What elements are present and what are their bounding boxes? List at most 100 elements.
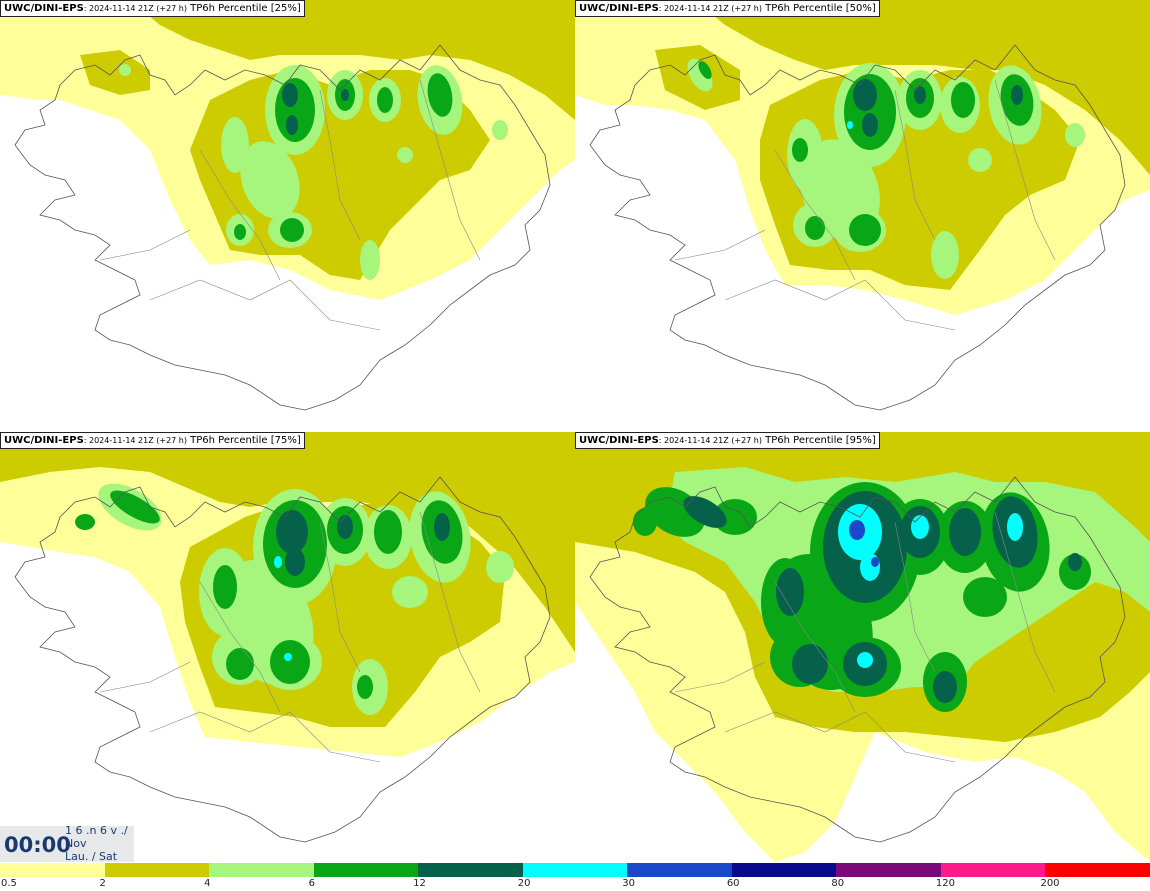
- coastline: [14, 44, 551, 411]
- legend-color-bin: [1045, 863, 1150, 877]
- precipitation-map: [575, 0, 1150, 411]
- road-line: [199, 581, 281, 713]
- precip-core: [226, 648, 254, 680]
- road-line: [319, 521, 361, 673]
- precip-core: [213, 565, 237, 609]
- model-name: UWC/DINI-EPS: [579, 435, 659, 446]
- precip-core: [240, 141, 300, 219]
- precip-core: [931, 231, 959, 279]
- map-panel-p95: UWC/DINI-EPS: 2024-11-14 21Z (+27 h) TP6…: [575, 432, 1150, 862]
- legend-tick-label: 12: [413, 878, 426, 889]
- map-panel-p25: UWC/DINI-EPS: 2024-11-14 21Z (+27 h) TP6…: [0, 0, 575, 430]
- legend-tick-label: 120: [935, 878, 955, 889]
- product-label: TP6h Percentile [25%]: [186, 3, 301, 14]
- precip-core: [392, 576, 428, 608]
- precip-core: [374, 510, 402, 554]
- run-time: : 2024-11-14 21Z (+27 h): [83, 4, 187, 13]
- precip-core: [377, 87, 393, 113]
- precip-core: [776, 568, 804, 616]
- precip-core: [1065, 123, 1085, 147]
- precip-core: [110, 490, 160, 524]
- precip-core: [698, 60, 712, 80]
- precip-core: [1059, 554, 1091, 590]
- precip-core: [276, 510, 308, 554]
- precip-contour-fill: [0, 432, 575, 652]
- precipitation-map: [0, 432, 575, 843]
- valid-date-month: Nov: [65, 837, 87, 850]
- coastline: [14, 476, 551, 843]
- legend-color-bin: [209, 863, 315, 877]
- precip-core: [1068, 553, 1082, 571]
- precip-core: [713, 499, 757, 535]
- legend-tick-label: 6: [308, 878, 315, 889]
- precip-core: [963, 577, 1007, 617]
- precip-core: [337, 515, 353, 539]
- road-line: [674, 661, 766, 693]
- precip-core: [274, 556, 282, 568]
- road-line: [724, 279, 956, 331]
- panel-header: UWC/DINI-EPS: 2024-11-14 21Z (+27 h) TP6…: [0, 432, 305, 449]
- precip-core: [857, 652, 873, 668]
- precip-core: [280, 218, 304, 242]
- precip-core: [860, 553, 880, 581]
- legend-tick-label: 30: [622, 878, 635, 889]
- precip-core: [397, 147, 413, 163]
- road-line: [724, 711, 956, 763]
- precip-contour-fill: [130, 0, 575, 120]
- model-name: UWC/DINI-EPS: [4, 3, 84, 14]
- precip-contour-fill: [190, 70, 490, 280]
- road-line: [149, 279, 381, 331]
- precip-core: [341, 89, 349, 101]
- road-line: [894, 89, 936, 241]
- precip-core: [119, 64, 131, 76]
- precip-core: [270, 640, 310, 684]
- legend-color-bin: [522, 863, 628, 877]
- valid-time-box: 00:00 1 6 .n 6 v ./ Nov Lau. / Sat: [0, 824, 134, 863]
- precip-core: [792, 138, 808, 162]
- legend-tick-label: 20: [517, 878, 531, 889]
- valid-date: 1 6 .n 6 v ./ Nov Lau. / Sat: [65, 824, 128, 863]
- road-line: [894, 521, 936, 673]
- precipitation-map: [0, 0, 575, 411]
- precip-core: [968, 148, 992, 172]
- precip-contour-fill: [695, 0, 1150, 175]
- legend-tick-label: 200: [1040, 878, 1060, 889]
- precip-core: [847, 121, 853, 129]
- road-line: [99, 661, 191, 693]
- run-time: : 2024-11-14 21Z (+27 h): [83, 436, 187, 445]
- precip-core: [683, 496, 727, 528]
- valid-date-day: 1 6 .n 6 v ./: [65, 824, 128, 837]
- precip-core: [633, 508, 657, 536]
- precip-core: [805, 216, 825, 240]
- precip-core: [849, 520, 865, 540]
- precip-core: [285, 548, 305, 576]
- road-line: [994, 511, 1056, 693]
- legend-color-bin: [313, 863, 419, 877]
- coastline: [589, 476, 1126, 843]
- road-line: [149, 711, 381, 763]
- road-line: [419, 79, 481, 261]
- model-name: UWC/DINI-EPS: [579, 3, 659, 14]
- panel-header: UWC/DINI-EPS: 2024-11-14 21Z (+27 h) TP6…: [575, 0, 880, 17]
- precip-core: [911, 515, 929, 539]
- precip-core: [1011, 85, 1023, 105]
- precip-core: [360, 240, 380, 280]
- product-label: TP6h Percentile [95%]: [761, 435, 876, 446]
- map-panel-p75: UWC/DINI-EPS: 2024-11-14 21Z (+27 h) TP6…: [0, 432, 575, 862]
- precip-core: [862, 113, 878, 137]
- precip-contour-fill: [80, 50, 150, 95]
- road-line: [419, 511, 481, 693]
- legend-tick-label: 80: [831, 878, 845, 889]
- legend-color-bin: [627, 863, 733, 877]
- precip-core: [286, 115, 298, 135]
- panel-header: UWC/DINI-EPS: 2024-11-14 21Z (+27 h) TP6…: [0, 0, 305, 17]
- precip-core: [492, 120, 508, 140]
- precip-core: [871, 557, 879, 567]
- road-line: [99, 229, 191, 261]
- precip-core: [1007, 513, 1023, 541]
- precip-core: [282, 83, 298, 107]
- valid-time-clock: 00:00: [4, 833, 71, 857]
- legend-color-bin: [940, 863, 1046, 877]
- legend-color-bin: [104, 863, 210, 877]
- road-line: [674, 229, 766, 261]
